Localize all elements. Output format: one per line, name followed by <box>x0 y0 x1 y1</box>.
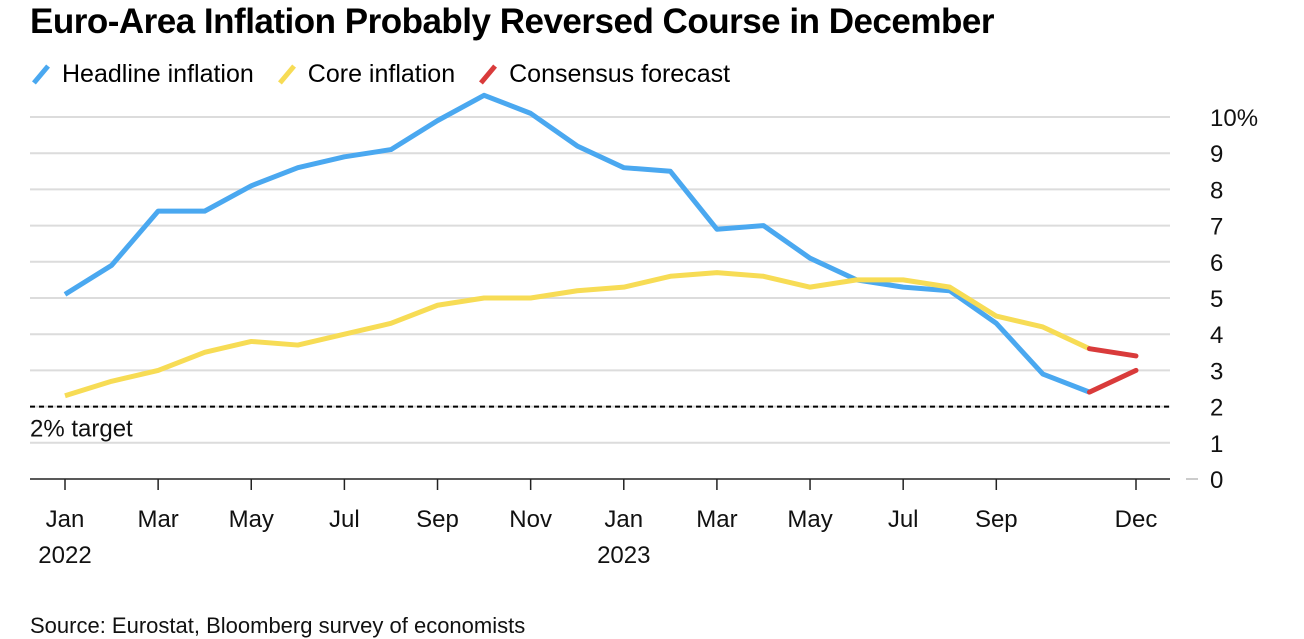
y-tick-label: 3 <box>1210 358 1223 385</box>
x-tick-year-label: 2022 <box>38 542 91 569</box>
x-tick-label: May <box>229 506 274 533</box>
legend-item-forecast: Consensus forecast <box>477 60 730 89</box>
x-tick-label: Mar <box>696 506 737 533</box>
x-tick-label: Sep <box>416 506 459 533</box>
target-label: 2% target <box>30 416 133 443</box>
source-note: Source: Eurostat, Bloomberg survey of ec… <box>30 613 526 638</box>
legend-item-core: Core inflation <box>276 60 455 89</box>
y-tick-label: 1 <box>1210 431 1223 458</box>
x-tick-label: Jul <box>888 506 919 533</box>
x-tick-year-label: 2023 <box>597 542 650 569</box>
y-tick-label: 2 <box>1210 395 1223 422</box>
legend-label: Headline inflation <box>62 60 254 88</box>
legend-label: Consensus forecast <box>509 60 731 88</box>
y-tick-label: 6 <box>1210 250 1223 277</box>
legend-label: Core inflation <box>307 60 456 88</box>
x-tick-label: Nov <box>509 506 552 533</box>
y-tick-label: 9 <box>1210 141 1223 168</box>
x-tick-label: Dec <box>1115 506 1158 533</box>
series-line-consensus-forecast <box>1086 346 1139 359</box>
legend-item-headline: Headline inflation <box>30 60 254 89</box>
series-line-consensus-forecast <box>1086 367 1139 395</box>
x-tick-label: Jan <box>46 506 85 533</box>
legend: Headline inflation Core inflation Consen… <box>30 60 730 89</box>
x-tick-label: Mar <box>137 506 178 533</box>
x-tick-label: Jan <box>604 506 643 533</box>
chart-title: Euro-Area Inflation Probably Reversed Co… <box>30 2 994 41</box>
y-tick-label: 7 <box>1210 214 1223 241</box>
y-tick-label: 8 <box>1210 177 1223 204</box>
y-tick-label: 0 <box>1210 467 1223 494</box>
series-line-headline-inflation <box>63 92 1091 395</box>
y-tick-label: 5 <box>1210 286 1223 313</box>
y-tick-label: 4 <box>1210 322 1223 349</box>
x-tick-label: May <box>787 506 832 533</box>
series-line-core-inflation <box>64 270 1091 399</box>
x-tick-label: Sep <box>975 506 1018 533</box>
y-tick-label: 10% <box>1210 105 1258 132</box>
x-tick-label: Jul <box>329 506 360 533</box>
